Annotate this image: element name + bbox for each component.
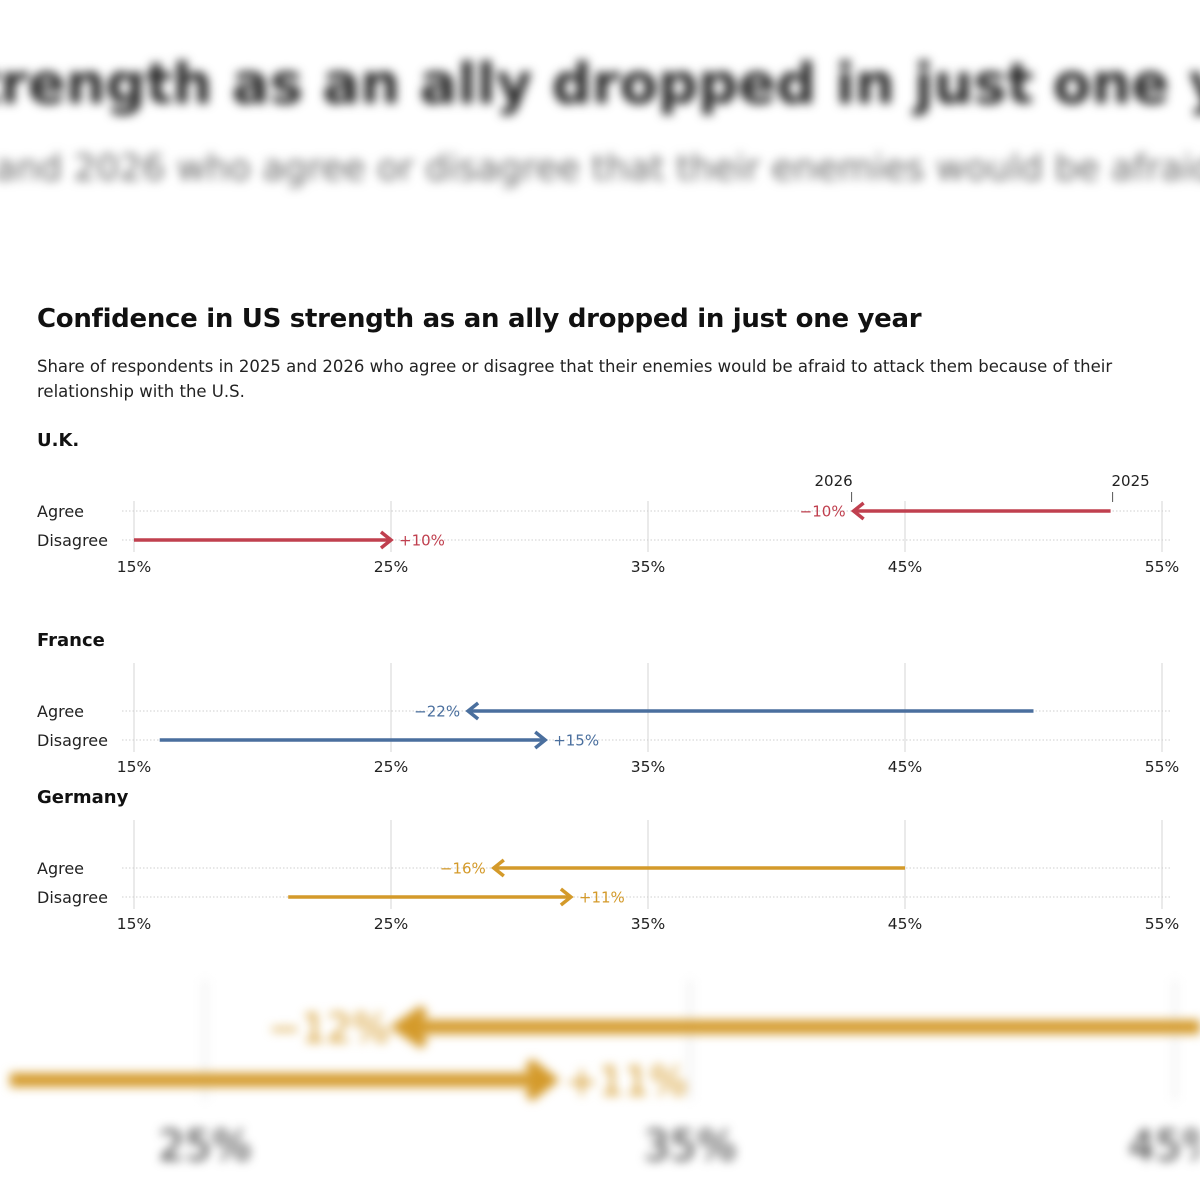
- tick-label: 35%: [631, 915, 665, 930]
- year-label-2025: 2025: [1112, 472, 1150, 490]
- country-label: Germany: [37, 787, 129, 808]
- bg-arrow-head: [524, 1058, 560, 1102]
- arrow-head: [379, 530, 394, 550]
- tick-label: 35%: [631, 558, 665, 576]
- row-label-disagree: Disagree: [37, 731, 108, 750]
- country-label: France: [37, 630, 105, 651]
- row-label-disagree: Disagree: [37, 531, 108, 550]
- row-label-agree: Agree: [37, 502, 84, 521]
- tick-label: 55%: [1145, 758, 1179, 776]
- tick-label: 25%: [374, 558, 408, 576]
- change-label: −22%: [414, 703, 460, 721]
- change-label: +10%: [399, 532, 445, 550]
- background-zoom-plot: −12% +11% 25% 35% 45%: [10, 980, 1200, 1170]
- chart-subtitle: Share of respondents in 2025 and 2026 wh…: [37, 357, 1113, 401]
- tick-label: 45%: [888, 915, 922, 930]
- bg-arrow-head: [389, 1005, 429, 1049]
- tick-label: 15%: [117, 915, 151, 930]
- change-label: −10%: [800, 503, 846, 521]
- tick-label: 25%: [374, 758, 408, 776]
- change-label: +11%: [579, 889, 625, 907]
- arrow-head: [850, 501, 865, 521]
- arrow-head: [465, 701, 480, 721]
- country-label: U.K.: [37, 430, 79, 451]
- tick-label: 25%: [374, 915, 408, 930]
- change-label: +15%: [553, 732, 599, 750]
- background-blurred-zoom: −12% +11% 25% 35% 45%: [0, 960, 1200, 1200]
- chart-plot: U.K. Agree Disagree 15% 25% 35% 45% 55% −10% 2026…: [37, 430, 1179, 930]
- row-label-disagree: Disagree: [37, 888, 108, 907]
- arrow-head: [490, 858, 505, 878]
- tick-label: 15%: [117, 758, 151, 776]
- tick-label: 55%: [1145, 558, 1179, 576]
- bg-change-label: +11%: [565, 1059, 687, 1105]
- bg-tick-label: 45%: [1128, 1121, 1200, 1170]
- background-blurred-header: strength as an ally dropped in just one …: [0, 0, 1200, 260]
- row-label-agree: Agree: [37, 702, 84, 721]
- chart-card: Confidence in US strength as an ally dro…: [0, 290, 1200, 930]
- tick-label: 15%: [117, 558, 151, 576]
- change-label: −16%: [440, 860, 486, 878]
- tick-label: 55%: [1145, 915, 1179, 930]
- tick-label: 45%: [888, 558, 922, 576]
- background-title: strength as an ally dropped in just one …: [0, 52, 1200, 117]
- bg-change-label: −12%: [268, 1006, 390, 1052]
- row-label-agree: Agree: [37, 859, 84, 878]
- year-label-2026: 2026: [815, 472, 853, 490]
- background-subtitle: 5 and 2026 who agree or disagree that th…: [0, 148, 1200, 189]
- tick-label: 45%: [888, 758, 922, 776]
- arrow-head: [534, 730, 549, 750]
- tick-label: 35%: [631, 758, 665, 776]
- bg-tick-label: 25%: [158, 1121, 251, 1170]
- bg-tick-label: 35%: [643, 1121, 736, 1170]
- chart-title: Confidence in US strength as an ally dro…: [37, 304, 922, 334]
- arrow-head: [559, 887, 574, 907]
